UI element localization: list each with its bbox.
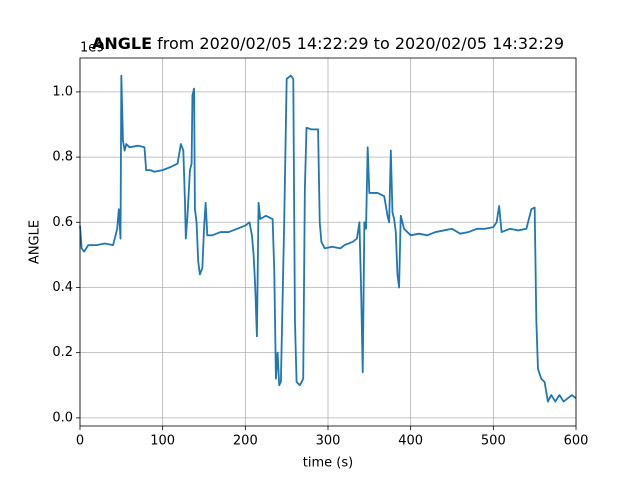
- x-tick-label: 500: [481, 434, 506, 449]
- title-bold: ANGLE: [92, 34, 152, 53]
- x-axis-label: time (s): [303, 456, 353, 471]
- chart-title: ANGLE from 2020/02/05 14:22:29 to 2020/0…: [92, 34, 564, 53]
- x-tick-label: 0: [76, 434, 84, 449]
- data-line: [79, 74, 577, 403]
- x-tick-label: 100: [150, 434, 175, 449]
- y-offset-label: 1e9: [80, 41, 105, 56]
- x-tick-label: 400: [398, 434, 423, 449]
- x-tick-label: 600: [564, 434, 589, 449]
- title-rest: from 2020/02/05 14:22:29 to 2020/02/05 1…: [157, 34, 564, 53]
- x-tick-label: 200: [233, 434, 258, 449]
- y-tick-label: 0.2: [52, 345, 73, 360]
- y-tick-label: 0.0: [52, 410, 73, 425]
- y-axis-label: ANGLE: [28, 220, 43, 264]
- y-tick-label: 0.6: [52, 215, 73, 230]
- y-tick-label: 0.8: [52, 150, 73, 165]
- axes-frame: [79, 57, 577, 427]
- y-tick-label: 1.0: [52, 84, 73, 99]
- y-tick-label: 0.4: [52, 280, 73, 295]
- x-tick-label: 300: [316, 434, 341, 449]
